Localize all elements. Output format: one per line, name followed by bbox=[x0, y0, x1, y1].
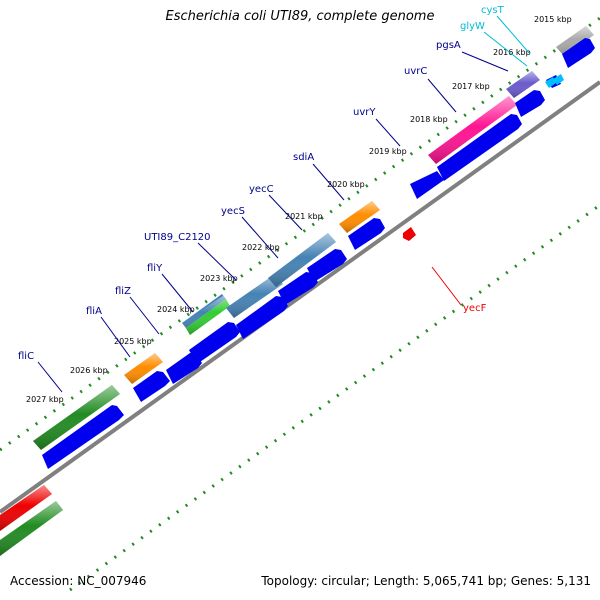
label-connector bbox=[496, 15, 531, 55]
label-connector bbox=[312, 163, 345, 201]
cds-arrow[interactable] bbox=[189, 322, 240, 364]
gene-labels: cysT glyW pgsA uvrC uvrY sdiA yecC yecS UTI89_C2… bbox=[18, 5, 531, 393]
kbp-tick-label: 2016 kbp bbox=[493, 48, 531, 57]
gene-label-fliC[interactable]: fliC bbox=[18, 351, 34, 362]
kbp-tick-label: 2019 kbp bbox=[369, 147, 407, 156]
gene-label-cysT[interactable]: cysT bbox=[481, 5, 505, 16]
gene-label-fliA[interactable]: fliA bbox=[86, 306, 102, 317]
genome-summary: Topology: circular; Length: 5,065,741 bp… bbox=[261, 574, 591, 588]
kbp-tick-label: 2017 kbp bbox=[452, 82, 490, 91]
cds-track bbox=[42, 38, 595, 469]
label-connector bbox=[461, 51, 509, 72]
label-connector bbox=[129, 296, 160, 335]
gene-label-fliY[interactable]: fliY bbox=[147, 263, 163, 274]
gene-label-pgsA[interactable]: pgsA bbox=[436, 40, 461, 51]
cds-arrow[interactable] bbox=[515, 90, 545, 117]
label-connector bbox=[37, 361, 63, 393]
kbp-tick-label: 2025 kbp bbox=[114, 337, 152, 346]
cds-arrow[interactable] bbox=[236, 296, 288, 339]
cds-arrow[interactable] bbox=[437, 114, 522, 181]
outer-tick-line bbox=[0, 16, 600, 452]
page-title: Escherichia coli UTI89, complete genome bbox=[165, 9, 435, 24]
kbp-tick-label: 2018 kbp bbox=[410, 115, 448, 124]
trna-arrows bbox=[545, 74, 564, 88]
kbp-tick-label: 2015 kbp bbox=[534, 15, 572, 24]
label-connector bbox=[197, 242, 237, 281]
gene-label-UTI89_C2120[interactable]: UTI89_C2120 bbox=[144, 232, 211, 243]
label-connector bbox=[427, 78, 457, 113]
label-connector bbox=[161, 273, 194, 313]
reverse-arrow-yecF[interactable] bbox=[403, 227, 416, 241]
cds-arrow[interactable] bbox=[348, 218, 385, 250]
gene-label-sdiA[interactable]: sdiA bbox=[293, 152, 314, 163]
gene-label-yecC[interactable]: yecC bbox=[249, 184, 274, 195]
cds-arrow[interactable] bbox=[42, 405, 124, 469]
label-connector bbox=[431, 266, 462, 306]
cds-arrow[interactable] bbox=[166, 353, 202, 384]
kbp-tick-label: 2021 kbp bbox=[285, 212, 323, 221]
kbp-tick-label: 2024 kbp bbox=[157, 305, 195, 314]
label-connector bbox=[483, 31, 528, 67]
label-connector bbox=[268, 194, 303, 231]
cds-arrow[interactable] bbox=[133, 371, 170, 402]
kbp-tick-label: 2023 kbp bbox=[200, 274, 238, 283]
genome-backbone bbox=[0, 80, 600, 514]
kbp-tick-label: 2026 kbp bbox=[70, 366, 108, 375]
kbp-tick-labels: 2015 kbp 2016 kbp 2017 kbp 2018 kbp 2019 kbp… bbox=[26, 15, 572, 404]
label-connector bbox=[375, 118, 401, 147]
gene-label-glyW[interactable]: glyW bbox=[460, 21, 485, 32]
label-connector bbox=[241, 216, 279, 259]
kbp-tick-label: 2020 kbp bbox=[327, 180, 365, 189]
gene-label-yecF[interactable]: yecF bbox=[463, 303, 487, 314]
gene-feature-track bbox=[0, 26, 594, 556]
kbp-tick-label: 2027 kbp bbox=[26, 395, 64, 404]
gene-label-uvrC[interactable]: uvrC bbox=[404, 66, 427, 77]
label-connector bbox=[100, 316, 131, 358]
cds-arrow[interactable] bbox=[307, 249, 347, 282]
gene-label-fliZ[interactable]: fliZ bbox=[115, 286, 131, 297]
trna-arrow-glyW[interactable] bbox=[553, 74, 564, 85]
accession-label: Accession: NC_007946 bbox=[10, 574, 147, 588]
cds-arrow[interactable] bbox=[278, 272, 318, 305]
trna-arrow-cysT[interactable] bbox=[545, 77, 556, 88]
gene-label-uvrY[interactable]: uvrY bbox=[353, 107, 376, 118]
cds-arrow[interactable] bbox=[562, 38, 595, 68]
cds-arrow[interactable] bbox=[410, 171, 444, 199]
gene-label-yecS[interactable]: yecS bbox=[221, 206, 245, 217]
kbp-tick-label: 2022 kbp bbox=[242, 243, 280, 252]
